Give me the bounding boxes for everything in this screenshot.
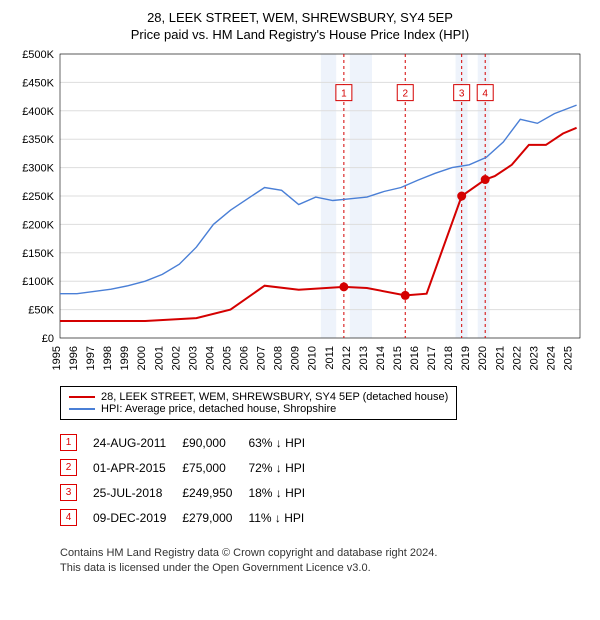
x-tick-label: 2025 — [562, 346, 574, 370]
txn-price: £90,000 — [182, 430, 248, 455]
txn-delta: 11% ↓ HPI — [248, 505, 321, 530]
y-tick-label: £300K — [22, 163, 54, 175]
footer-line2: This data is licensed under the Open Gov… — [60, 561, 590, 576]
x-tick-label: 2024 — [545, 346, 557, 370]
x-tick-label: 1995 — [51, 346, 63, 370]
page-title-line1: 28, LEEK STREET, WEM, SHREWSBURY, SY4 5E… — [10, 10, 590, 25]
y-tick-label: £450K — [22, 77, 54, 89]
legend-label: 28, LEEK STREET, WEM, SHREWSBURY, SY4 5E… — [101, 391, 448, 403]
marker-badge: 1 — [60, 434, 77, 451]
x-tick-label: 2002 — [170, 346, 182, 370]
marker-badge: 3 — [60, 484, 77, 501]
x-tick-label: 1999 — [119, 346, 131, 370]
marker-dot — [457, 192, 466, 201]
x-tick-label: 2016 — [409, 346, 421, 370]
transactions-table: 1 24-AUG-2011£90,00063% ↓ HPI 2 01-APR-2015… — [60, 430, 321, 530]
legend-item-hpi: HPI: Average price, detached house, Shro… — [69, 403, 448, 415]
table-row: 3 25-JUL-2018£249,95018% ↓ HPI — [60, 480, 321, 505]
x-tick-label: 2004 — [204, 346, 216, 370]
y-tick-label: £400K — [22, 106, 54, 118]
y-tick-label: £350K — [22, 134, 54, 146]
txn-delta: 18% ↓ HPI — [248, 480, 321, 505]
txn-date: 24-AUG-2011 — [93, 430, 182, 455]
page-title-line2: Price paid vs. HM Land Registry's House … — [10, 27, 590, 42]
footer-line1: Contains HM Land Registry data © Crown c… — [60, 546, 590, 561]
x-tick-label: 2008 — [273, 346, 285, 370]
x-tick-label: 1997 — [85, 346, 97, 370]
marker-label-text: 2 — [402, 89, 408, 100]
y-tick-label: £200K — [22, 219, 54, 231]
x-tick-label: 2021 — [494, 346, 506, 370]
txn-price: £75,000 — [182, 455, 248, 480]
table-row: 2 01-APR-2015£75,00072% ↓ HPI — [60, 455, 321, 480]
y-tick-label: £0 — [42, 333, 54, 345]
txn-delta: 72% ↓ HPI — [248, 455, 321, 480]
x-tick-label: 2014 — [375, 346, 387, 370]
x-tick-label: 2011 — [324, 346, 336, 370]
marker-label-text: 1 — [341, 89, 347, 100]
x-tick-label: 2023 — [528, 346, 540, 370]
x-tick-label: 2013 — [358, 346, 370, 370]
y-tick-label: £150K — [22, 248, 54, 260]
marker-dot — [339, 282, 348, 291]
marker-dot — [481, 175, 490, 184]
x-tick-label: 2003 — [187, 346, 199, 370]
x-tick-label: 2005 — [221, 346, 233, 370]
x-tick-label: 2010 — [307, 346, 319, 370]
price-chart: 1 2 3 4 £0 £50K £100K £150K £200K £250K £300K £350K… — [10, 48, 590, 378]
y-tick-label: £50K — [28, 305, 54, 317]
legend-item-property: 28, LEEK STREET, WEM, SHREWSBURY, SY4 5E… — [69, 391, 448, 403]
txn-price: £249,950 — [182, 480, 248, 505]
x-tick-label: 2006 — [239, 346, 251, 370]
marker-label-text: 3 — [459, 89, 465, 100]
txn-date: 01-APR-2015 — [93, 455, 182, 480]
x-tick-label: 2019 — [460, 346, 472, 370]
marker-badge: 4 — [60, 509, 77, 526]
table-row: 4 09-DEC-2019£279,00011% ↓ HPI — [60, 505, 321, 530]
x-tick-label: 2012 — [341, 346, 353, 370]
x-tick-label: 2015 — [392, 346, 404, 370]
x-tick-label: 1996 — [68, 346, 80, 370]
txn-date: 09-DEC-2019 — [93, 505, 182, 530]
x-tick-label: 2001 — [153, 346, 165, 370]
txn-date: 25-JUL-2018 — [93, 480, 182, 505]
marker-badge: 2 — [60, 459, 77, 476]
y-tick-label: £250K — [22, 191, 54, 203]
footer: Contains HM Land Registry data © Crown c… — [60, 546, 590, 577]
x-tick-label: 2007 — [256, 346, 268, 370]
y-tick-label: £100K — [22, 276, 54, 288]
y-tick-label: £500K — [22, 49, 54, 61]
legend-label: HPI: Average price, detached house, Shro… — [101, 403, 336, 415]
table-row: 1 24-AUG-2011£90,00063% ↓ HPI — [60, 430, 321, 455]
legend: 28, LEEK STREET, WEM, SHREWSBURY, SY4 5E… — [60, 386, 457, 420]
x-tick-label: 2018 — [443, 346, 455, 370]
marker-dot — [401, 291, 410, 300]
x-tick-label: 1998 — [102, 346, 114, 370]
txn-price: £279,000 — [182, 505, 248, 530]
txn-delta: 63% ↓ HPI — [248, 430, 321, 455]
x-tick-label: 2017 — [426, 346, 438, 370]
x-tick-label: 2020 — [477, 346, 489, 370]
x-tick-label: 2000 — [136, 346, 148, 370]
x-tick-label: 2009 — [290, 346, 302, 370]
x-tick-label: 2022 — [511, 346, 523, 370]
marker-label-text: 4 — [482, 89, 488, 100]
